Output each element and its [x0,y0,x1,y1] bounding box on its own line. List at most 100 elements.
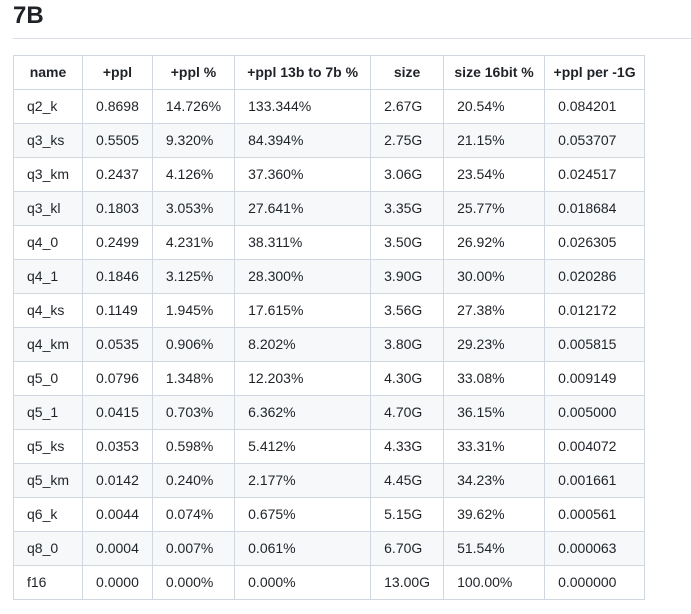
cell-q5-ks-name: q5_ks [12,429,84,464]
cell-q5-km-ppl: 0.240% [151,463,236,498]
cell-q6-k-size: 5.15G [370,497,445,532]
cell-q2-k-ppl: 0.8698 [82,89,153,124]
cell-q4-km-name: q4_km [12,327,84,362]
cell-q5-ks-ppl-per-1g: 0.004072 [544,429,646,464]
cell-q3-km-name: q3_km [12,157,84,192]
cell-q4-1-size: 3.90G [370,259,445,294]
quantization-table: name +ppl +ppl % +ppl 13b to 7b % size size 1… [12,55,646,600]
cell-q5-km-name: q5_km [12,463,84,498]
cell-q4-0-ppl: 4.231% [151,225,236,260]
cell-q4-km-ppl-13b-to-7b: 8.202% [234,327,372,362]
cell-q5-1-ppl-per-1g: 0.005000 [544,395,646,430]
cell-q3-kl-name: q3_kl [12,191,84,226]
cell-q3-kl-size-16bit: 25.77% [443,191,546,226]
cell-q6-k-ppl: 0.074% [151,497,236,532]
table-body: q2_k 0.8698 14.726% 133.344% 2.67G 20.54% 0.08… [12,89,646,600]
table-row-q5-1: q5_1 0.0415 0.703% 6.362% 4.70G 36.15% 0.00500… [12,395,646,430]
table-row-q5-0: q5_0 0.0796 1.348% 12.203% 4.30G 33.08% 0.0091… [12,361,646,396]
cell-q5-1-size-16bit: 36.15% [443,395,546,430]
table-header-row: name +ppl +ppl % +ppl 13b to 7b % size size 1… [12,55,646,90]
cell-q5-1-size: 4.70G [370,395,445,430]
table-row-q4-km: q4_km 0.0535 0.906% 8.202% 3.80G 29.23% 0.0058… [12,327,646,362]
table-row-q4-0: q4_0 0.2499 4.231% 38.311% 3.50G 26.92% 0.0263… [12,225,646,260]
cell-q2-k-ppl-per-1g: 0.084201 [544,89,646,124]
table-row-q5-ks: q5_ks 0.0353 0.598% 5.412% 4.33G 33.31% 0.0040… [12,429,646,464]
column-header-ppl-per-1g: +ppl per -1G [544,55,646,90]
cell-q8-0-ppl: 0.0004 [82,531,153,566]
cell-q4-ks-name: q4_ks [12,293,84,328]
cell-q5-0-ppl-per-1g: 0.009149 [544,361,646,396]
cell-q2-k-name: q2_k [12,89,84,124]
column-header-ppl: +ppl % [151,55,236,90]
cell-q3-ks-ppl: 0.5505 [82,123,153,158]
cell-q4-0-ppl-per-1g: 0.026305 [544,225,646,260]
cell-q6-k-ppl-13b-to-7b: 0.675% [234,497,372,532]
cell-q4-0-ppl-13b-to-7b: 38.311% [234,225,372,260]
table-row-q3-ks: q3_ks 0.5505 9.320% 84.394% 2.75G 21.15% 0.053… [12,123,646,158]
cell-q3-ks-size-16bit: 21.15% [443,123,546,158]
cell-q5-ks-ppl-13b-to-7b: 5.412% [234,429,372,464]
column-header-name: name [12,55,84,90]
cell-q3-ks-ppl-13b-to-7b: 84.394% [234,123,372,158]
cell-q4-km-ppl: 0.906% [151,327,236,362]
cell-f16-name: f16 [12,565,84,600]
table-row-q4-ks: q4_ks 0.1149 1.945% 17.615% 3.56G 27.38% 0.012… [12,293,646,328]
cell-q3-kl-size: 3.35G [370,191,445,226]
cell-q3-ks-ppl-per-1g: 0.053707 [544,123,646,158]
table-row-q4-1: q4_1 0.1846 3.125% 28.300% 3.90G 30.00% 0.0202… [12,259,646,294]
cell-q3-kl-ppl: 3.053% [151,191,236,226]
cell-q5-km-ppl-per-1g: 0.001661 [544,463,646,498]
cell-q4-km-ppl-per-1g: 0.005815 [544,327,646,362]
cell-q5-0-size-16bit: 33.08% [443,361,546,396]
cell-q5-0-size: 4.30G [370,361,445,396]
cell-q3-kl-ppl-per-1g: 0.018684 [544,191,646,226]
cell-q2-k-size: 2.67G [370,89,445,124]
cell-q4-1-size-16bit: 30.00% [443,259,546,294]
table-row-q2-k: q2_k 0.8698 14.726% 133.344% 2.67G 20.54% 0.08… [12,89,646,124]
column-header-size: size [370,55,445,90]
cell-q2-k-size-16bit: 20.54% [443,89,546,124]
cell-q4-ks-ppl: 1.945% [151,293,236,328]
cell-f16-ppl: 0.0000 [82,565,153,600]
cell-q3-km-size: 3.06G [370,157,445,192]
cell-q5-1-name: q5_1 [12,395,84,430]
cell-q5-km-size: 4.45G [370,463,445,498]
cell-q4-0-name: q4_0 [12,225,84,260]
cell-q4-0-ppl: 0.2499 [82,225,153,260]
column-header-ppl-13b-to-7b: +ppl 13b to 7b % [234,55,372,90]
section-heading: 7B [13,1,691,39]
cell-f16-ppl: 0.000% [151,565,236,600]
cell-q4-0-size: 3.50G [370,225,445,260]
cell-f16-size-16bit: 100.00% [443,565,546,600]
table-row-q3-kl: q3_kl 0.1803 3.053% 27.641% 3.35G 25.77% 0.018… [12,191,646,226]
cell-q3-ks-ppl: 9.320% [151,123,236,158]
markdown-body: 7B name +ppl +ppl % +ppl 13b to 7b % size siz… [12,1,691,600]
cell-q3-km-ppl-per-1g: 0.024517 [544,157,646,192]
cell-q8-0-size-16bit: 51.54% [443,531,546,566]
cell-q5-ks-size: 4.33G [370,429,445,464]
cell-q3-km-size-16bit: 23.54% [443,157,546,192]
cell-q4-1-ppl: 3.125% [151,259,236,294]
cell-q4-km-size-16bit: 29.23% [443,327,546,362]
cell-q5-ks-ppl: 0.0353 [82,429,153,464]
cell-q4-ks-size-16bit: 27.38% [443,293,546,328]
cell-q5-1-ppl-13b-to-7b: 6.362% [234,395,372,430]
cell-q4-0-size-16bit: 26.92% [443,225,546,260]
cell-q6-k-ppl: 0.0044 [82,497,153,532]
cell-q3-km-ppl-13b-to-7b: 37.360% [234,157,372,192]
cell-q2-k-ppl: 14.726% [151,89,236,124]
cell-q5-0-ppl-13b-to-7b: 12.203% [234,361,372,396]
cell-q5-1-ppl: 0.0415 [82,395,153,430]
cell-q5-ks-ppl: 0.598% [151,429,236,464]
cell-q5-ks-size-16bit: 33.31% [443,429,546,464]
cell-q5-km-size-16bit: 34.23% [443,463,546,498]
cell-q3-kl-ppl-13b-to-7b: 27.641% [234,191,372,226]
cell-q8-0-name: q8_0 [12,531,84,566]
table-row-q6-k: q6_k 0.0044 0.074% 0.675% 5.15G 39.62% 0.00056… [12,497,646,532]
cell-q8-0-ppl-13b-to-7b: 0.061% [234,531,372,566]
cell-q8-0-size: 6.70G [370,531,445,566]
cell-q4-ks-ppl-13b-to-7b: 17.615% [234,293,372,328]
cell-q6-k-size-16bit: 39.62% [443,497,546,532]
cell-q3-km-ppl: 4.126% [151,157,236,192]
cell-q4-ks-ppl-per-1g: 0.012172 [544,293,646,328]
